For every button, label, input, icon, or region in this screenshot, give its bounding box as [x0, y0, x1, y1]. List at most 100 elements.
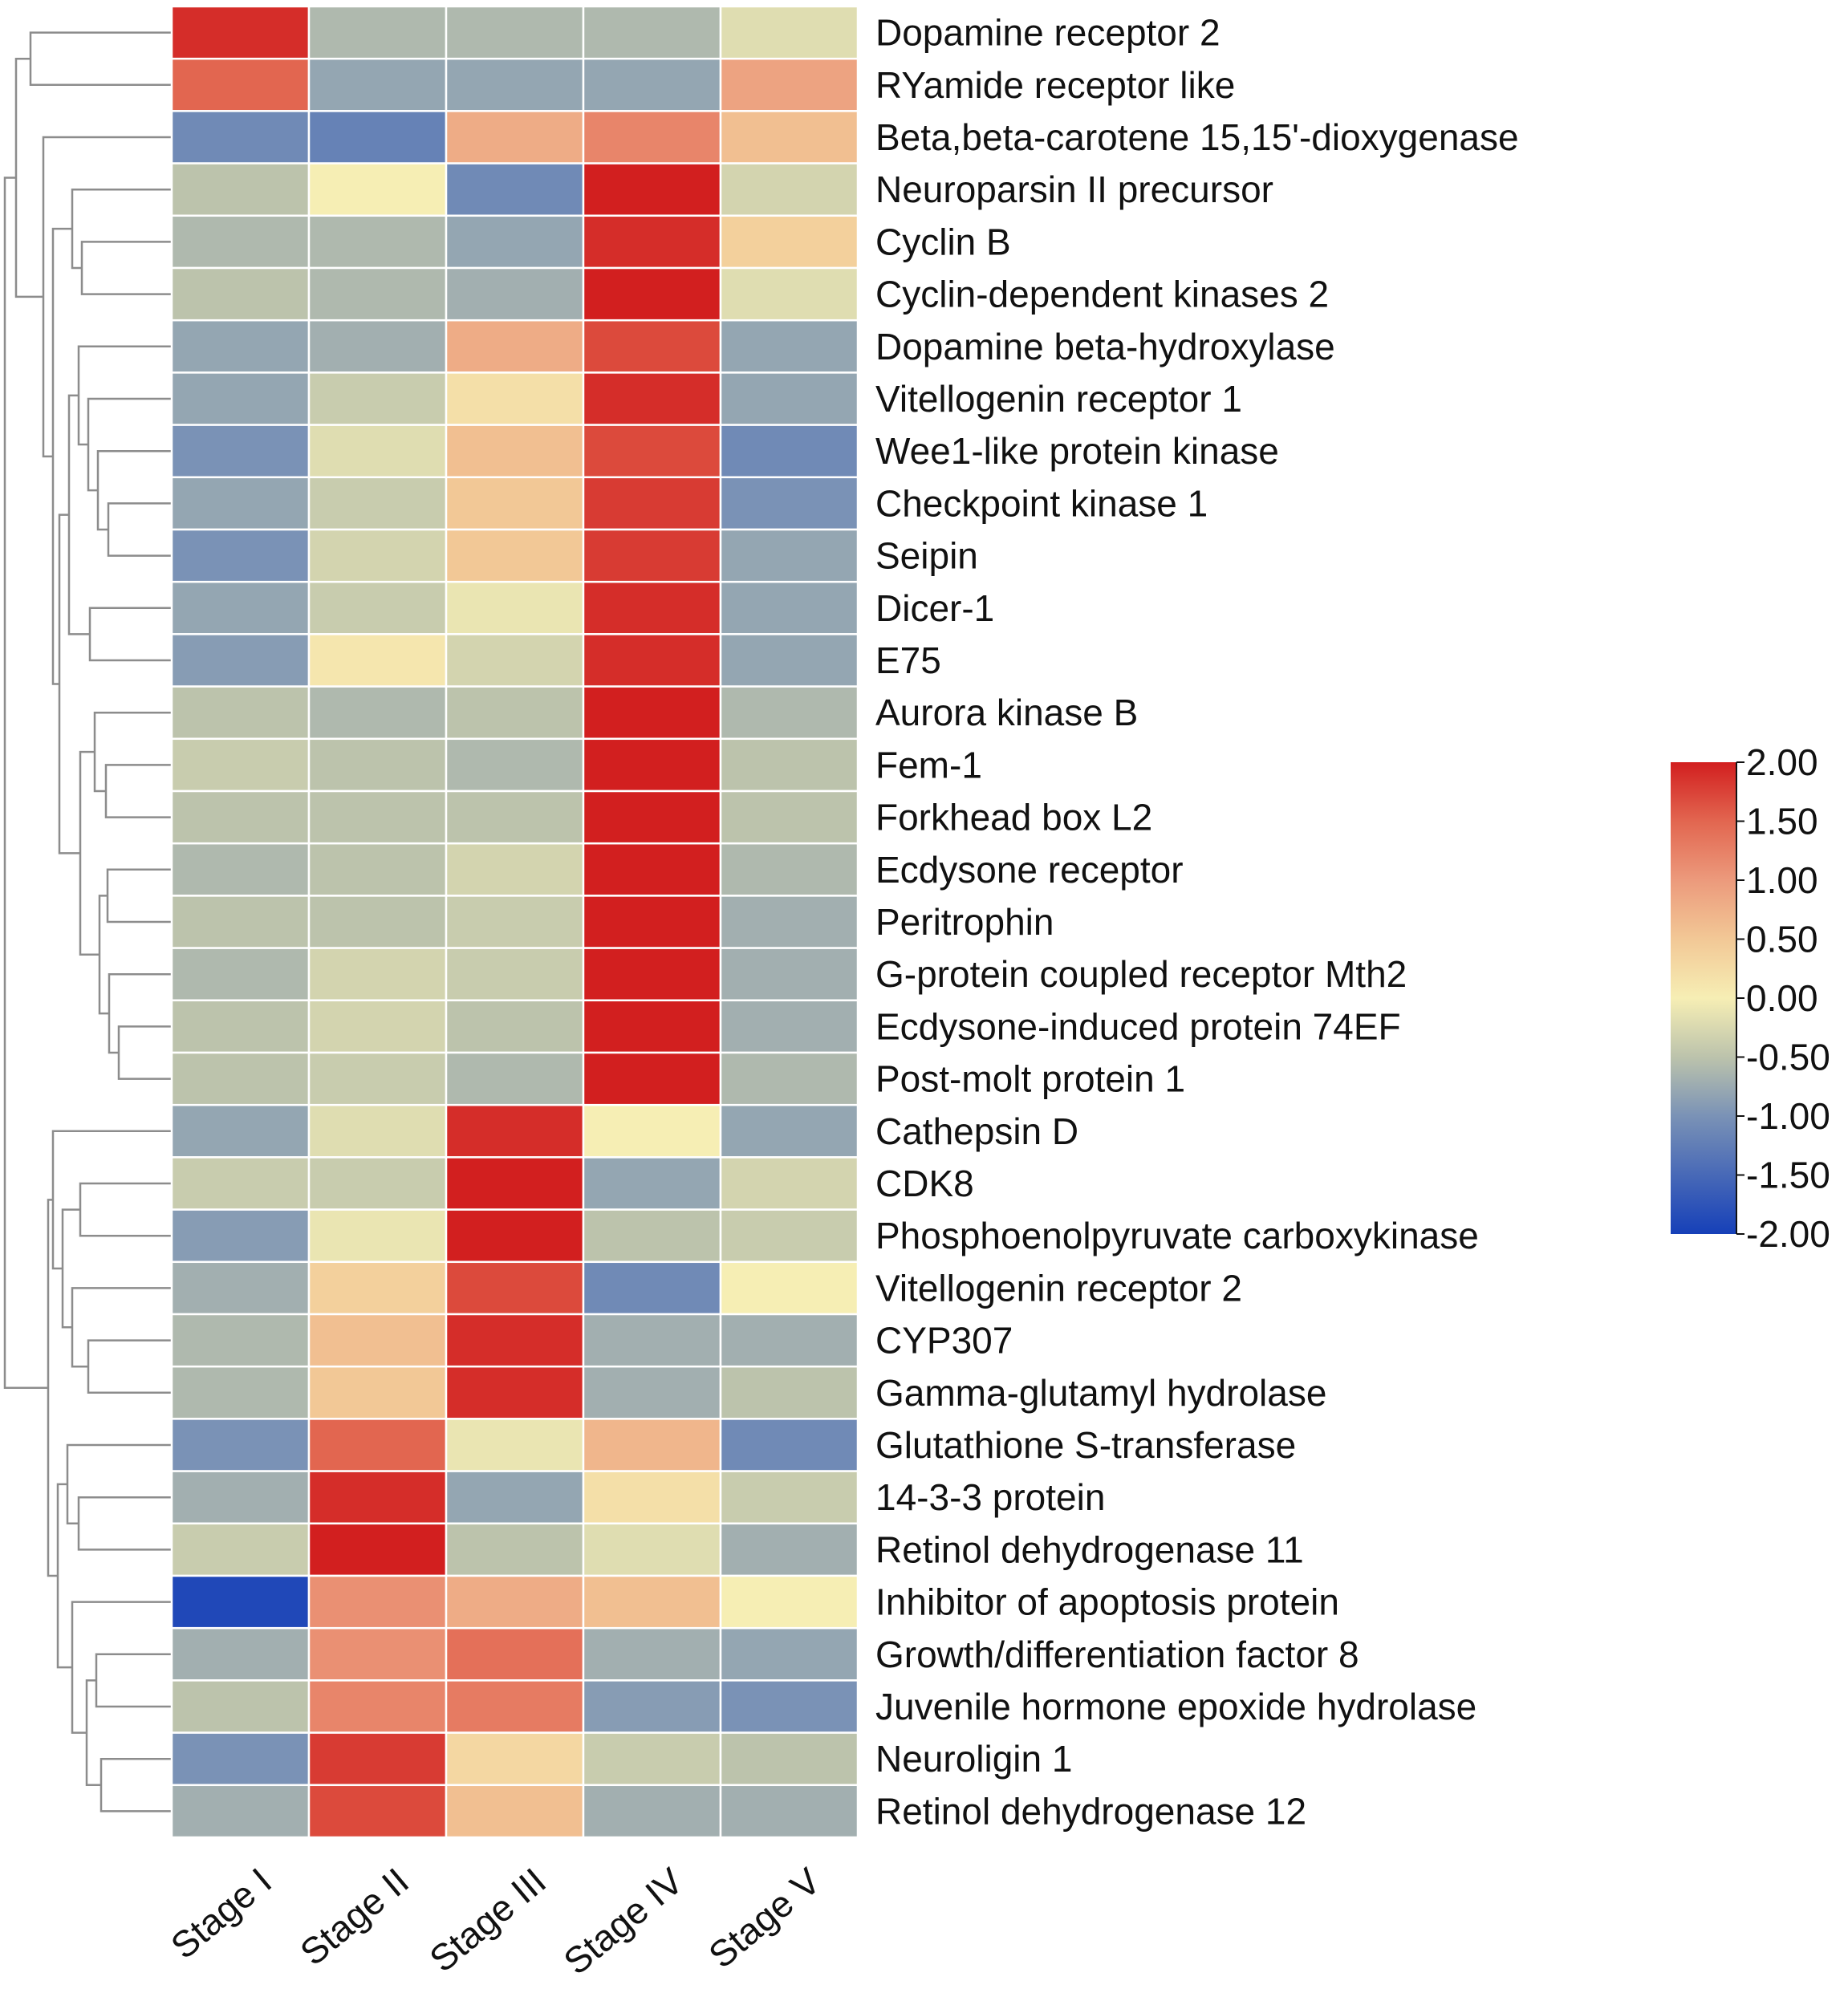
row-label: Vitellogenin receptor 1: [875, 378, 1242, 420]
heatmap-cell: [445, 789, 585, 845]
heatmap-cell: [307, 1103, 448, 1159]
row-label: Forkhead box L2: [875, 797, 1152, 838]
heatmap-cell: [445, 1784, 585, 1839]
heatmap-cell: [307, 737, 448, 793]
row-label: Dicer-1: [875, 587, 994, 629]
colorbar-tick-label: -1.00: [1746, 1095, 1830, 1137]
heatmap-cell: [307, 1418, 448, 1472]
heatmap-cell: [445, 1208, 585, 1264]
heatmap-cell: [719, 1626, 859, 1682]
column-labels: Stage I Stage II Stage III Stage IV Stage V: [163, 1860, 828, 1983]
heatmap-cell: [170, 1365, 311, 1420]
row-dendrogram: [3, 31, 172, 1812]
heatmap-cell: [445, 528, 585, 583]
heatmap-cell: [582, 1051, 722, 1106]
heatmap-cell: [307, 1522, 448, 1577]
heatmap-cell: [582, 1522, 722, 1577]
heatmap-cell: [307, 5, 448, 60]
heatmap-cell: [582, 1365, 722, 1420]
colorbar-ticks: 2.00 1.50 1.00 0.50 0.00 -0.50 -1.00 -1.50 -2.00: [1736, 741, 1830, 1255]
row-label: Cyclin B: [875, 221, 1011, 262]
heatmap-cell: [307, 57, 448, 112]
row-label: Glutathione S-transferase: [875, 1424, 1296, 1466]
heatmap-cell: [582, 1784, 722, 1839]
heatmap-cell: [170, 1522, 311, 1577]
heatmap-cell: [445, 371, 585, 426]
heatmap-cell: [719, 1365, 859, 1420]
dendrogram-branch: [85, 1679, 101, 1787]
heatmap-cell: [445, 1418, 585, 1472]
heatmap-cell: [170, 789, 311, 845]
row-label: Cyclin-dependent kinases 2: [875, 274, 1329, 315]
heatmap-cell: [582, 1574, 722, 1630]
heatmap-cell: [582, 842, 722, 897]
heatmap-cell: [719, 528, 859, 583]
colorbar-tick-label: -2.00: [1746, 1213, 1830, 1255]
heatmap-cell: [307, 580, 448, 635]
heatmap-cell: [719, 737, 859, 793]
row-label: Ecdysone receptor: [875, 849, 1184, 891]
heatmap-cell: [582, 528, 722, 583]
heatmap-cell: [170, 580, 311, 635]
heatmap-cell: [445, 1365, 585, 1420]
heatmap-cell: [582, 1260, 722, 1316]
heatmap-cell: [445, 895, 585, 949]
heatmap-cell: [719, 789, 859, 845]
heatmap-cell: [170, 1208, 311, 1264]
dendrogram-branch: [77, 1496, 172, 1551]
heatmap-cell: [582, 5, 722, 60]
heatmap-cell: [582, 895, 722, 949]
row-label: Seipin: [875, 535, 978, 577]
colorbar-tick-label: -1.50: [1746, 1155, 1830, 1196]
row-label: Ecdysone-induced protein 74EF: [875, 1005, 1401, 1047]
heatmap-cell: [719, 1731, 859, 1787]
heatmap-cell: [445, 5, 585, 60]
heatmap-cell: [719, 319, 859, 374]
heatmap-cell: [445, 1051, 585, 1106]
heatmap-cell: [170, 842, 311, 897]
column-label: Stage I: [163, 1860, 279, 1967]
heatmap-cell: [170, 1418, 311, 1472]
dendrogram-branch: [14, 57, 43, 298]
row-label: Cathepsin D: [875, 1110, 1078, 1152]
heatmap-cell: [719, 1313, 859, 1368]
heatmap-cell: [170, 895, 311, 949]
heatmap-cell: [445, 1260, 585, 1316]
heatmap-cell: [170, 110, 311, 164]
heatmap-cell: [307, 371, 448, 426]
heatmap-cell: [582, 789, 722, 845]
heatmap-cell: [307, 633, 448, 688]
heatmap-cell: [445, 633, 585, 688]
row-label: Fem-1: [875, 744, 982, 785]
heatmap-cell: [719, 1470, 859, 1525]
heatmap-cell: [170, 685, 311, 741]
colorbar-gradient: [1671, 762, 1736, 1234]
heatmap-cell: [719, 1679, 859, 1734]
heatmap-cell: [582, 57, 722, 112]
heatmap-cell: [445, 842, 585, 897]
heatmap-cell: [307, 319, 448, 374]
heatmap-cell: [445, 685, 585, 741]
heatmap-cell: [170, 266, 311, 322]
heatmap-cell: [445, 1156, 585, 1211]
heatmap-cell: [445, 1574, 585, 1630]
dendrogram-branch: [51, 1130, 172, 1270]
row-label: Juvenile hormone epoxide hydrolase: [875, 1686, 1476, 1727]
column-label: Stage II: [292, 1860, 416, 1974]
colorbar-tick-label: 1.50: [1746, 801, 1818, 842]
heatmap-cell: [445, 162, 585, 217]
row-label: Neuroparsin II precursor: [875, 168, 1273, 210]
heatmap-cell: [719, 1522, 859, 1577]
heatmap-cell: [170, 57, 311, 112]
heatmap-cell: [307, 1574, 448, 1630]
heatmap-cell: [307, 842, 448, 897]
heatmap-cell: [445, 266, 585, 322]
colorbar-tick-label: 2.00: [1746, 741, 1818, 783]
heatmap-cell: [445, 1313, 585, 1368]
dendrogram-branch: [80, 241, 172, 295]
dendrogram-branch: [3, 177, 48, 1389]
heatmap-cell: [582, 1418, 722, 1472]
dendrogram-branch: [66, 1443, 172, 1525]
heatmap-cell: [170, 1574, 311, 1630]
heatmap-cell: [307, 424, 448, 479]
